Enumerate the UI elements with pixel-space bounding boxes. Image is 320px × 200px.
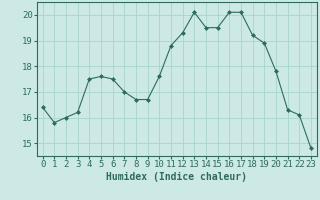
X-axis label: Humidex (Indice chaleur): Humidex (Indice chaleur): [106, 172, 247, 182]
